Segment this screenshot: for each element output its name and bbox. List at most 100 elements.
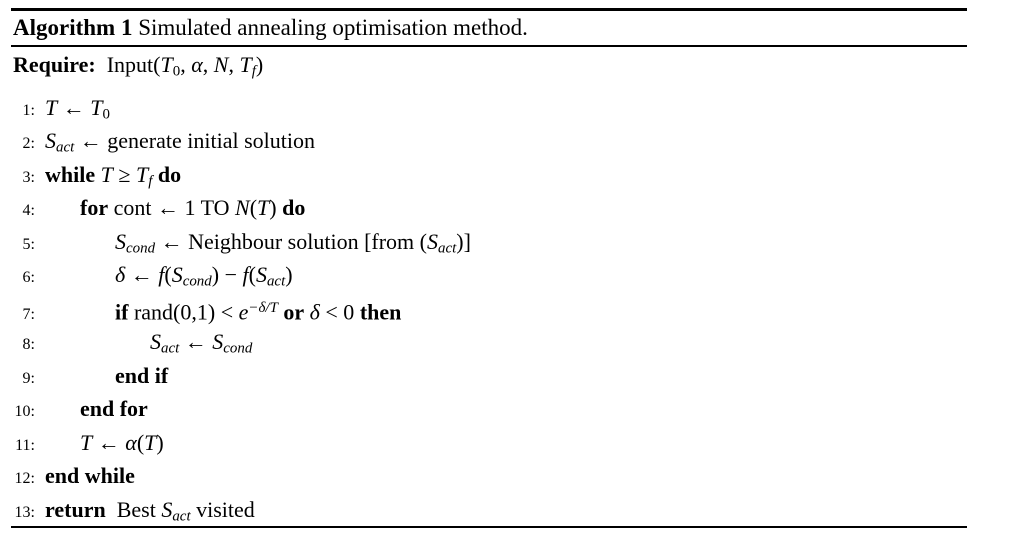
text-segment: S xyxy=(161,496,173,522)
text-segment: S xyxy=(115,228,126,254)
bottom-rule xyxy=(11,526,967,528)
algo-line: 3: while T ≥ Tf do xyxy=(11,158,967,192)
text-segment: ← xyxy=(125,262,159,288)
text-segment: ( xyxy=(248,262,256,288)
text-segment: α xyxy=(125,429,137,455)
text-segment: while xyxy=(45,161,96,187)
algo-line: 5: Scond ← Neighbour solution [from (Sact… xyxy=(11,225,967,259)
line-number: 13: xyxy=(14,503,35,521)
text-segment: f xyxy=(148,173,153,190)
text-segment: T xyxy=(90,94,103,120)
line-statement: Sact ← Scond xyxy=(45,325,252,366)
algo-line: 7: if rand(0,1) < e−δ/T or δ < 0 then xyxy=(11,292,967,326)
line-number: 8: xyxy=(22,336,35,354)
text-segment: , xyxy=(202,51,214,77)
text-segment: then xyxy=(359,299,402,325)
text-segment: f xyxy=(242,262,249,288)
algo-line: 11: T ← α(T) xyxy=(11,426,967,460)
line-number: 12: xyxy=(14,470,35,488)
text-segment: Simulated annealing optimisation method. xyxy=(132,15,528,40)
line-statement: end if xyxy=(45,359,168,393)
text-segment: rand(0,1) < xyxy=(128,299,239,325)
text-segment: , xyxy=(228,51,240,77)
text-segment: return xyxy=(45,496,106,522)
text-segment: cond xyxy=(223,340,253,357)
algo-line: 4: for cont ← 1 TO N(T) do xyxy=(11,191,967,225)
text-segment: −δ/T xyxy=(248,299,278,316)
line-statement: T ← α(T) xyxy=(45,426,164,460)
text-segment: , xyxy=(180,51,192,77)
text-segment: T xyxy=(135,161,149,187)
text-segment: do xyxy=(282,195,306,221)
text-segment: N xyxy=(235,195,250,221)
text-segment: Input( xyxy=(95,51,161,77)
algo-line: 13: return Best Sact visited xyxy=(11,493,967,527)
text-segment: T xyxy=(239,51,252,77)
text-segment: cont ← 1 TO xyxy=(108,195,236,221)
text-segment: f xyxy=(251,62,256,79)
caption-rule xyxy=(11,45,967,47)
text-segment: ) xyxy=(255,51,264,77)
text-segment: S xyxy=(45,128,56,154)
text-segment: δ xyxy=(115,262,126,288)
text-segment: visited xyxy=(190,496,255,522)
algorithm-lines: 1: T ← T0 2: Sact ← generate initial soluti… xyxy=(11,89,967,527)
line-number: 2: xyxy=(22,135,35,153)
text-segment: cond xyxy=(182,273,212,290)
text-segment: ≥ xyxy=(112,161,136,187)
text-segment: T xyxy=(144,429,157,455)
text-segment: ← xyxy=(179,329,213,355)
text-segment: ) xyxy=(269,195,283,221)
line-statement: end for xyxy=(45,392,148,426)
line-statement: while T ≥ Tf do xyxy=(45,158,181,199)
text-segment: S xyxy=(212,329,224,355)
line-number: 1: xyxy=(22,101,35,119)
text-segment: end for xyxy=(80,396,148,422)
line-number: 4: xyxy=(22,202,35,220)
algo-line: 10: end for xyxy=(11,392,967,426)
top-rule xyxy=(11,8,967,11)
line-number: 10: xyxy=(14,403,35,421)
require-line: Require: Input(T0, α, N, Tf) xyxy=(11,47,967,89)
text-segment: for xyxy=(80,195,109,221)
line-number: 9: xyxy=(22,369,35,387)
line-number: 11: xyxy=(15,436,35,454)
text-segment: ( xyxy=(249,195,258,221)
text-segment: or xyxy=(283,299,305,325)
algo-line: 2: Sact ← generate initial solution xyxy=(11,124,967,158)
line-number: 3: xyxy=(22,168,35,186)
line-statement: δ ← f(Scond) − f(Sact) xyxy=(45,258,293,299)
text-segment: Algorithm 1 xyxy=(13,15,133,40)
algo-line: 6: δ ← f(Scond) − f(Sact) xyxy=(11,258,967,292)
algo-line: 12: end while xyxy=(11,459,967,493)
text-segment: T xyxy=(45,94,58,120)
algorithm-figure: Algorithm 1 Simulated annealing optimisa… xyxy=(11,8,967,528)
text-segment: ← generate initial solution xyxy=(74,128,316,154)
text-segment: cond xyxy=(126,240,156,257)
text-segment: α xyxy=(191,51,203,77)
text-segment: ( xyxy=(136,429,145,455)
text-segment: act xyxy=(56,139,75,156)
line-number: 7: xyxy=(22,306,35,324)
text-segment: T xyxy=(80,429,93,455)
text-segment: ← xyxy=(92,429,126,455)
text-segment: do xyxy=(157,161,182,187)
text-segment: 0 xyxy=(102,106,110,123)
text-segment: end while xyxy=(45,463,135,489)
line-number: 5: xyxy=(22,235,35,253)
algo-line: 8: Sact ← Scond xyxy=(11,325,967,359)
algorithm-caption: Algorithm 1 Simulated annealing optimisa… xyxy=(11,11,967,45)
text-segment: Require: xyxy=(13,51,96,77)
text-segment: ) xyxy=(285,262,293,288)
line-statement: T ← T0 xyxy=(45,91,110,132)
text-segment: S xyxy=(150,329,161,355)
text-segment: act xyxy=(266,273,286,290)
text-segment: S xyxy=(426,228,438,254)
algo-line: 1: T ← T0 xyxy=(11,91,967,125)
text-segment: ( xyxy=(164,262,172,288)
text-segment: ← xyxy=(57,94,91,120)
text-segment: ← Neighbour solution [from ( xyxy=(155,228,427,254)
line-number: 6: xyxy=(22,269,35,287)
line-statement: if rand(0,1) < e−δ/T or δ < 0 then xyxy=(45,292,401,329)
